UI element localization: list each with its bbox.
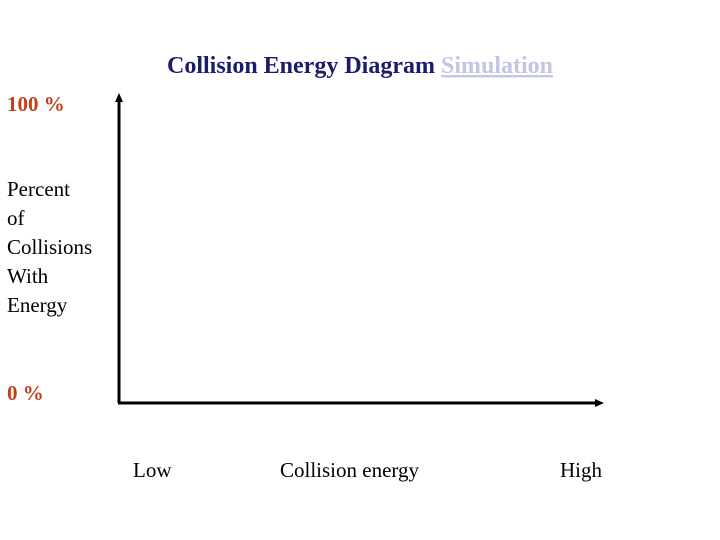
x-high-label: High: [560, 458, 603, 482]
y-axis-arrow: [115, 93, 123, 102]
y-title-line: Energy: [7, 293, 68, 317]
y-axis-title: Percent of Collisions With Energy: [7, 177, 92, 317]
y-title-line: Percent: [7, 177, 70, 201]
slide-title: Collision Energy Diagram Simulation: [167, 53, 553, 79]
y-title-line: Collisions: [7, 235, 92, 259]
y-top-label: 100 %: [7, 92, 65, 116]
title-text: Collision Energy Diagram: [167, 53, 435, 79]
y-title-line: With: [7, 264, 49, 288]
x-axis-arrow: [595, 399, 604, 407]
y-bottom-label: 0 %: [7, 381, 44, 405]
simulation-link[interactable]: Simulation: [441, 53, 553, 79]
x-low-label: Low: [133, 458, 172, 482]
x-axis-title: Collision energy: [280, 458, 420, 482]
y-title-line: of: [7, 206, 25, 230]
